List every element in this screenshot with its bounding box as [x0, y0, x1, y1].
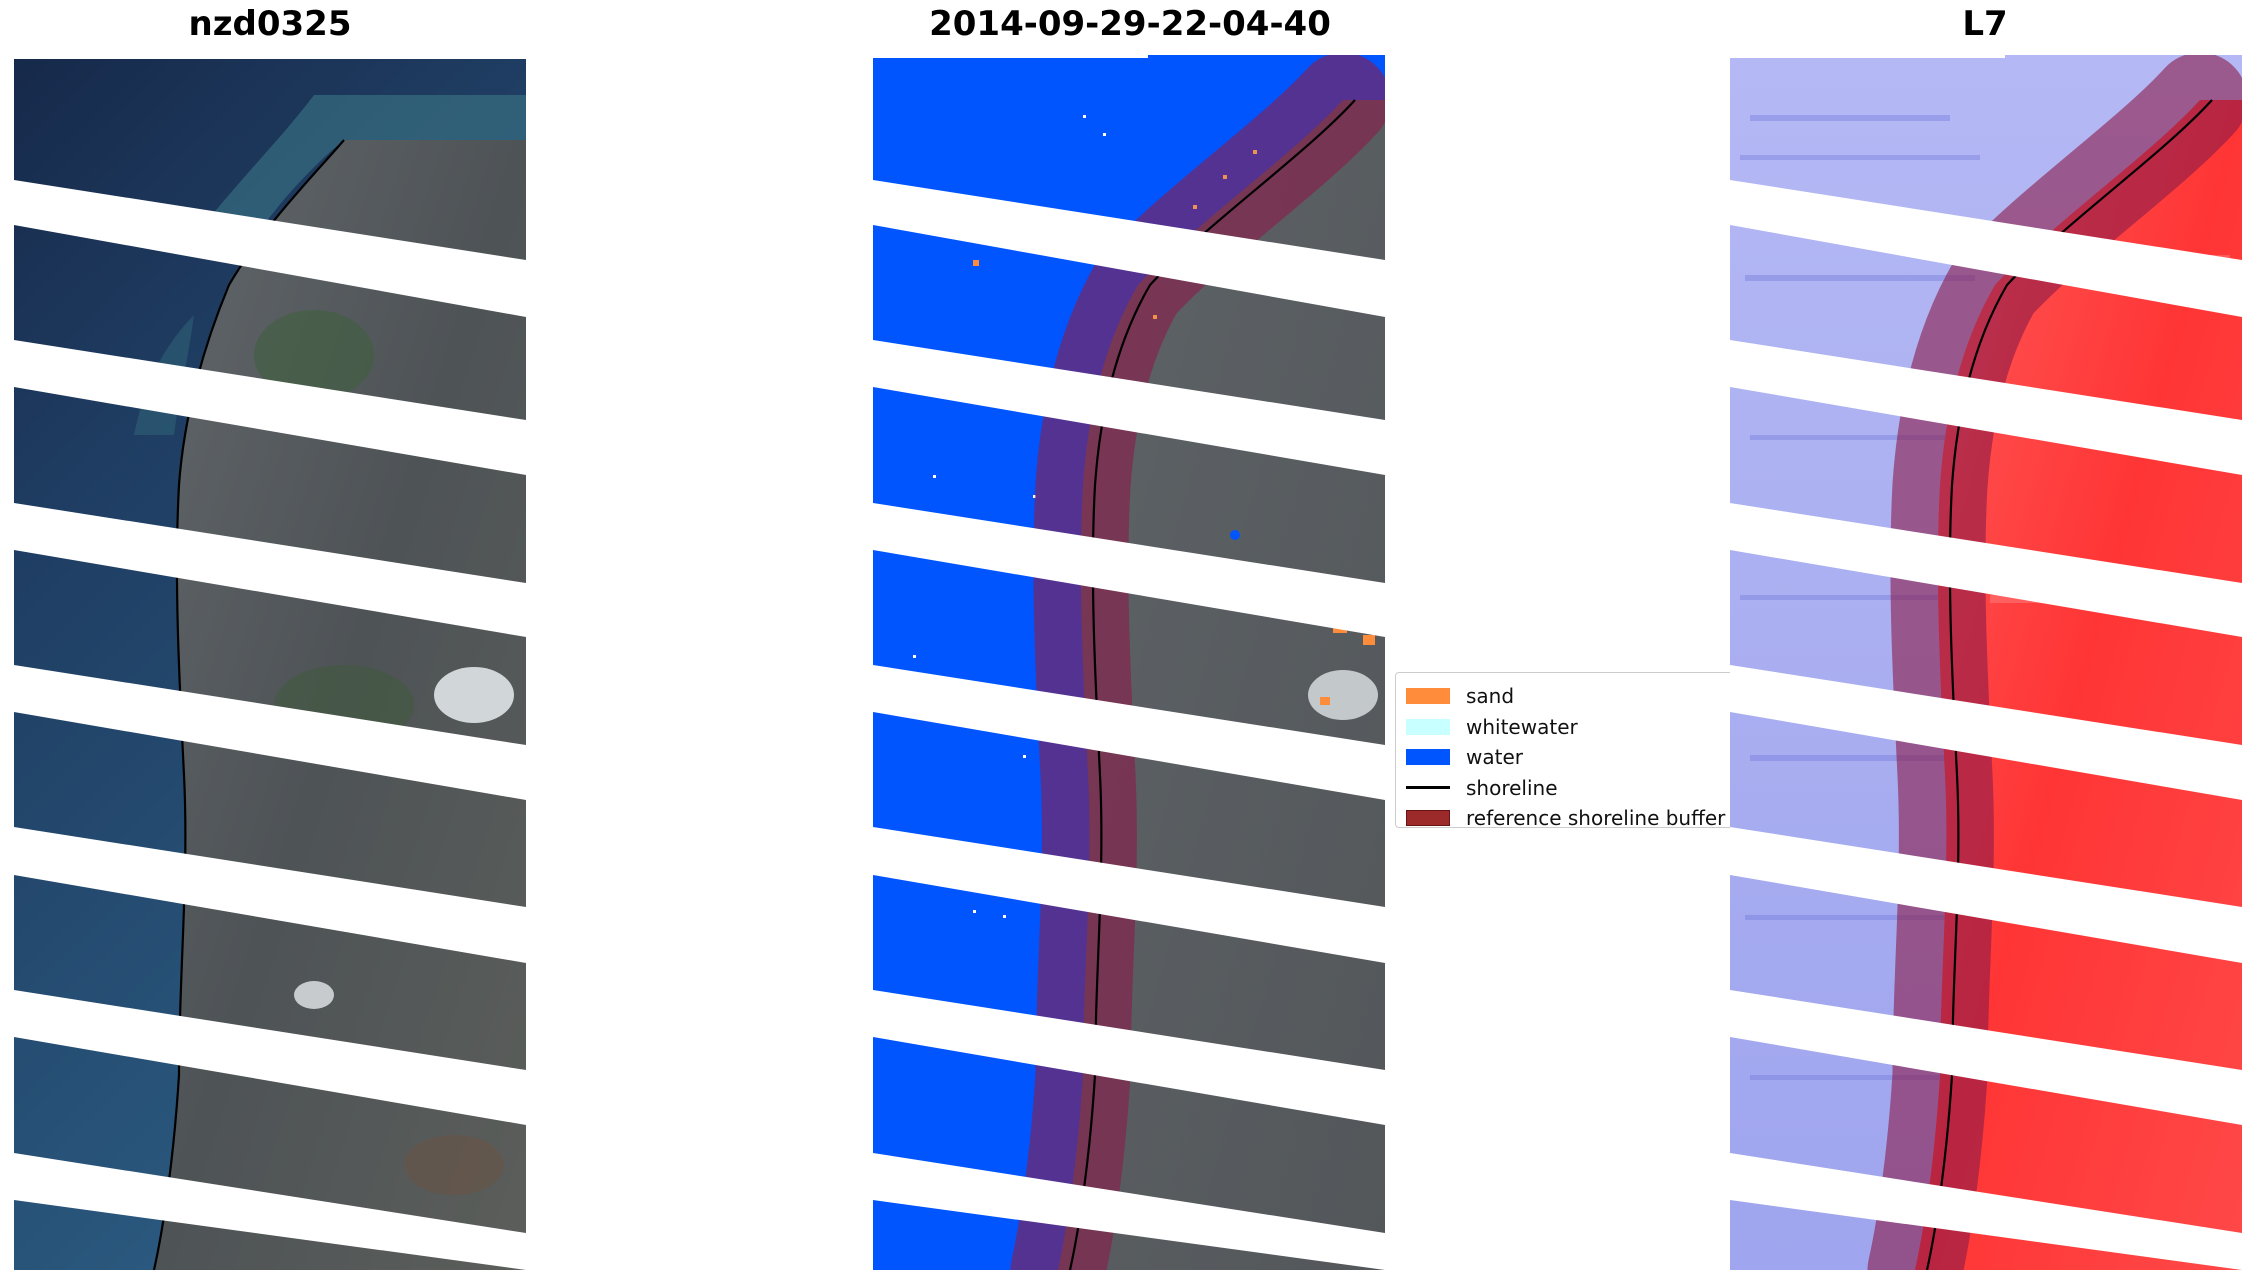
classified-image-panel — [873, 55, 1385, 1270]
legend-label: shoreline — [1466, 775, 1558, 800]
legend-item-buffer: reference shoreline buffer — [1406, 803, 1728, 834]
panel-title-2: 2014-09-29-22-04-40 — [929, 4, 1331, 44]
legend-item-whitewater: whitewater — [1406, 712, 1728, 743]
legend-label: whitewater — [1466, 714, 1578, 739]
rgb-image-panel — [14, 55, 526, 1270]
sand-swatch — [1406, 688, 1450, 705]
legend-item-water: water — [1406, 742, 1728, 773]
whitewater-swatch — [1406, 718, 1450, 735]
legend-label: sand — [1466, 684, 1515, 709]
water-swatch — [1406, 749, 1450, 766]
buffer-swatch — [1406, 810, 1450, 827]
legend-label: water — [1466, 745, 1523, 770]
index-image-panel — [1730, 55, 2242, 1270]
legend: sand whitewater water shoreline referenc… — [1395, 672, 1739, 830]
shoreline-line — [152, 139, 345, 1270]
scan-line-gaps — [1730, 180, 2242, 1270]
shoreline-line-swatch — [1406, 786, 1450, 790]
panel-title-3: L7 — [1962, 4, 2008, 44]
legend-item-sand: sand — [1406, 681, 1728, 712]
scan-line-gaps — [14, 55, 526, 1270]
panel-title-1: nzd0325 — [188, 4, 352, 44]
legend-item-shoreline: shoreline — [1406, 773, 1728, 804]
legend-label: reference shoreline buffer — [1466, 806, 1726, 831]
scan-line-gaps — [873, 180, 1385, 1270]
